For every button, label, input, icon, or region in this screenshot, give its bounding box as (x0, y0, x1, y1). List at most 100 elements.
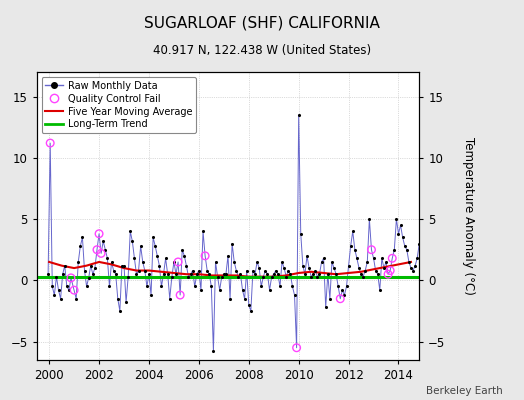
Legend: Raw Monthly Data, Quality Control Fail, Five Year Moving Average, Long-Term Tren: Raw Monthly Data, Quality Control Fail, … (41, 77, 196, 133)
Point (80, 267, 89, 274)
Point (280, 265, 288, 271)
Point (276, 283, 284, 290)
Point (191, 283, 199, 290)
Point (193, 271, 201, 278)
Point (355, 265, 363, 271)
Point (97, 250, 105, 256)
Point (168, 274, 176, 280)
Text: 40.917 N, 122.438 W (United States): 40.917 N, 122.438 W (United States) (153, 44, 371, 57)
Point (101, 246, 110, 253)
Point (65, 287, 73, 293)
Point (67, 275, 75, 281)
Point (159, 271, 168, 278)
Point (76, 243, 84, 249)
Point (114, 296, 122, 302)
Point (203, 267, 211, 274)
Point (134, 267, 143, 274)
Point (217, 274, 226, 280)
Point (195, 267, 203, 274)
Point (326, 296, 334, 302)
Point (243, 267, 251, 274)
Point (378, 255, 386, 262)
Point (110, 267, 118, 274)
Point (282, 274, 290, 280)
Point (269, 271, 278, 278)
Point (224, 253, 232, 259)
Point (299, 262, 307, 269)
Point (251, 271, 259, 278)
Point (161, 255, 170, 262)
Point (359, 274, 367, 280)
Point (284, 267, 292, 274)
Point (189, 267, 197, 274)
Point (48, 283, 57, 290)
Point (95, 230, 103, 237)
Point (170, 259, 178, 265)
Point (132, 271, 140, 278)
Point (143, 283, 151, 290)
Point (340, 292, 348, 298)
Point (265, 287, 274, 293)
Point (320, 255, 328, 262)
Point (249, 267, 257, 274)
Point (166, 296, 174, 302)
Point (128, 238, 137, 244)
Point (153, 253, 161, 259)
Point (361, 267, 369, 274)
Point (255, 265, 264, 271)
Point (309, 271, 318, 278)
Point (107, 259, 116, 265)
Point (241, 296, 249, 302)
Text: Berkeley Earth: Berkeley Earth (427, 386, 503, 396)
Point (184, 274, 193, 280)
Point (199, 228, 207, 234)
Point (59, 271, 67, 278)
Point (346, 243, 355, 249)
Point (211, 259, 220, 265)
Point (376, 287, 384, 293)
Point (261, 267, 270, 274)
Point (342, 283, 351, 290)
Point (63, 283, 71, 290)
Point (226, 296, 234, 302)
Point (136, 243, 145, 249)
Point (180, 253, 189, 259)
Point (187, 271, 195, 278)
Point (307, 274, 315, 280)
Point (292, 344, 301, 351)
Point (263, 271, 271, 278)
Point (70, 287, 78, 293)
Point (155, 262, 163, 269)
Point (407, 265, 415, 271)
Point (388, 255, 397, 262)
Point (120, 262, 128, 269)
Point (105, 283, 114, 290)
Point (332, 271, 340, 278)
Point (305, 265, 313, 271)
Point (50, 292, 59, 298)
Point (398, 234, 407, 241)
Point (334, 283, 342, 290)
Point (290, 292, 299, 298)
Point (147, 292, 155, 298)
Point (230, 259, 238, 265)
Point (44, 271, 52, 278)
Point (84, 275, 93, 281)
Point (91, 265, 99, 271)
Point (328, 259, 336, 265)
Point (236, 271, 245, 278)
Point (157, 283, 166, 290)
Point (286, 271, 294, 278)
Point (357, 271, 365, 278)
Point (122, 299, 130, 306)
Point (271, 267, 280, 274)
Point (348, 228, 357, 234)
Point (138, 259, 147, 265)
Point (232, 267, 241, 274)
Point (207, 283, 215, 290)
Point (174, 259, 182, 265)
Point (93, 246, 101, 253)
Point (112, 271, 120, 278)
Point (245, 302, 253, 308)
Point (382, 259, 390, 265)
